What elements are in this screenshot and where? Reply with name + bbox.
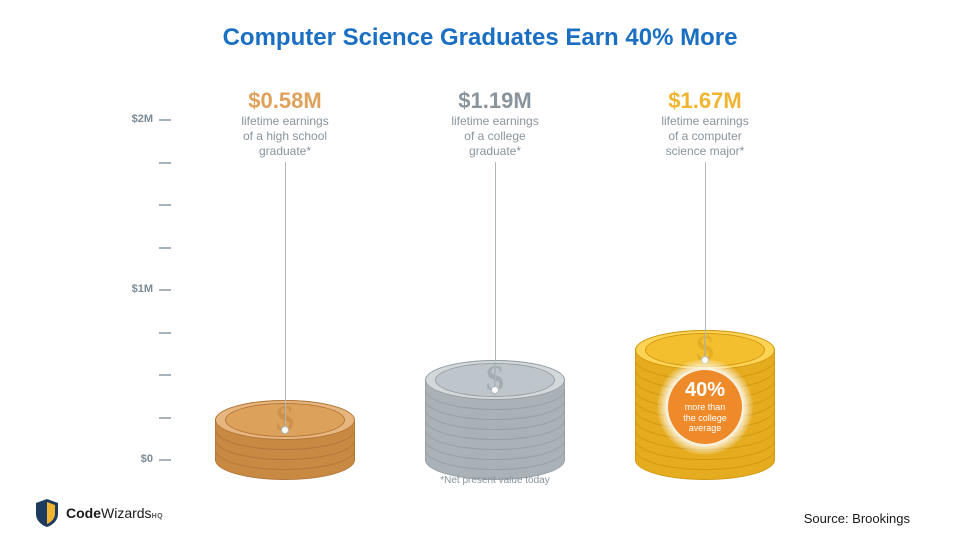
amount-caption: lifetime earningsof a high schoolgraduat… — [195, 114, 375, 159]
column-label: $0.58Mlifetime earningsof a high schoolg… — [195, 90, 375, 159]
amount-value: $1.19M — [405, 90, 585, 112]
leader-line — [285, 162, 286, 430]
footnote: *Net present value today — [405, 475, 585, 486]
shield-icon — [34, 498, 60, 528]
y-tick: $1M — [135, 290, 171, 291]
leader-dot — [281, 426, 289, 434]
amount-caption: lifetime earningsof a computerscience ma… — [615, 114, 795, 159]
column-college: $1.19Mlifetime earningsof a collegegradu… — [405, 90, 585, 460]
brand-logo: CodeWizardsHQ — [34, 498, 163, 528]
leader-dot — [491, 386, 499, 394]
badge-percent: 40% — [685, 380, 725, 400]
column-label: $1.19Mlifetime earningsof a collegegradu… — [405, 90, 585, 159]
brand-text: CodeWizardsHQ — [66, 505, 163, 521]
y-tick — [135, 333, 171, 334]
y-axis: $2M $1M $0 — [135, 90, 171, 470]
amount-caption: lifetime earningsof a collegegraduate* — [405, 114, 585, 159]
amount-value: $1.67M — [615, 90, 795, 112]
y-tick — [135, 248, 171, 249]
highlight-badge: 40%more thanthe collegeaverage — [668, 370, 742, 444]
amount-value: $0.58M — [195, 90, 375, 112]
badge-caption: more thanthe collegeaverage — [683, 402, 727, 433]
y-tick: $0 — [135, 460, 171, 461]
leader-line — [495, 162, 496, 390]
leader-line — [705, 162, 706, 360]
y-tick: $2M — [135, 120, 171, 121]
column-label: $1.67Mlifetime earningsof a computerscie… — [615, 90, 795, 159]
page: Computer Science Graduates Earn 40% More… — [0, 0, 960, 540]
source-attribution: Source: Brookings — [804, 511, 910, 526]
column-hs: $0.58Mlifetime earningsof a high schoolg… — [195, 90, 375, 460]
y-tick — [135, 205, 171, 206]
y-tick — [135, 418, 171, 419]
y-tick — [135, 163, 171, 164]
chart-area: $2M $1M $0 $0.58Mlifetime earningsof a hig… — [135, 90, 835, 470]
y-tick — [135, 375, 171, 376]
page-title: Computer Science Graduates Earn 40% More — [0, 24, 960, 52]
column-cs: $1.67Mlifetime earningsof a computerscie… — [615, 90, 795, 460]
